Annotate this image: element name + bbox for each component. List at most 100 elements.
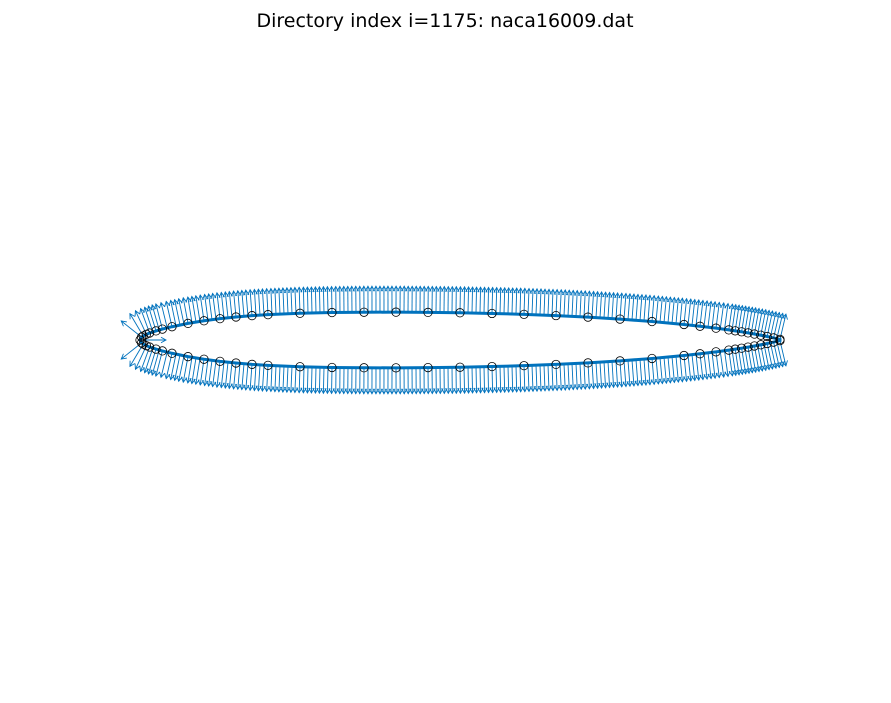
surface-point-marker	[647, 316, 657, 327]
normal-arrow	[218, 291, 225, 319]
surface-point-marker	[695, 321, 705, 331]
surface-point-marker	[736, 327, 747, 337]
surface-point-marker	[615, 356, 625, 366]
surface-point-marker	[711, 323, 721, 333]
normal-arrow	[300, 286, 307, 314]
surface-point-marker	[183, 318, 193, 328]
normal-arrow	[226, 362, 233, 390]
surface-point-marker	[183, 352, 193, 362]
surface-point-marker	[359, 363, 369, 373]
surface-point-marker	[487, 308, 497, 319]
surface-point-marker	[743, 328, 753, 338]
normal-arrow	[724, 350, 731, 378]
surface-point-marker	[743, 342, 753, 352]
surface-points	[135, 307, 785, 373]
surface-point-marker	[551, 310, 561, 321]
surface-point-marker	[730, 344, 740, 354]
surface-point-marker	[487, 361, 497, 372]
normal-arrow	[267, 287, 275, 315]
surface-point-marker	[231, 358, 241, 368]
surface-point-marker	[137, 332, 147, 342]
normal-arrow	[168, 299, 177, 326]
surface-point-marker	[391, 363, 401, 373]
normal-arrow	[172, 354, 181, 382]
surface-point-marker	[768, 333, 779, 343]
surface-point-marker	[615, 314, 625, 324]
surface-point-marker	[359, 307, 369, 317]
surface-point-marker	[215, 314, 225, 324]
normal-arrow	[687, 298, 694, 325]
surface-point-marker	[749, 341, 760, 351]
surface-point-marker	[768, 337, 779, 347]
surface-point-marker	[215, 356, 225, 366]
normal-arrow	[159, 301, 168, 329]
surface-point-marker	[199, 316, 209, 326]
surface-point-marker	[583, 312, 593, 322]
surface-point-marker	[327, 362, 337, 373]
normal-arrow	[176, 297, 185, 325]
surface-point-marker	[157, 346, 167, 356]
surface-point-marker	[423, 362, 433, 373]
surface-point-marker	[145, 342, 155, 352]
normal-arrow	[711, 352, 718, 380]
normal-arrow	[235, 289, 242, 317]
surface-point-marker	[263, 360, 273, 370]
normal-arrow	[719, 302, 727, 329]
plot-area	[120, 285, 788, 395]
surface-point-marker	[583, 358, 593, 368]
surface-point-marker	[391, 307, 401, 317]
surface-point-marker	[167, 322, 177, 332]
normal-arrow	[291, 366, 299, 394]
surface-point-marker	[749, 329, 760, 339]
surface-point-marker	[724, 325, 734, 335]
surface-point-marker	[263, 310, 273, 320]
surface-point-marker	[157, 324, 167, 334]
surface-point-marker	[151, 344, 161, 354]
surface-point-marker	[775, 335, 785, 346]
normal-arrow	[172, 298, 181, 326]
surface-point-marker	[327, 307, 337, 318]
normal-arrow	[210, 360, 217, 388]
surface-point-marker	[736, 343, 747, 353]
surface-point-marker	[231, 312, 241, 322]
normal-arrow	[168, 354, 177, 381]
normal-arrow	[678, 355, 686, 383]
chart-title: Directory index i=1175: naca16009.dat	[256, 10, 633, 32]
surface-point-marker	[519, 361, 529, 371]
surface-point-marker	[730, 326, 740, 336]
surface-point-marker	[551, 359, 561, 370]
surface-point-marker	[762, 338, 772, 349]
surface-point-marker	[756, 340, 766, 350]
surface-point-marker	[679, 319, 689, 330]
normal-arrow	[243, 363, 250, 391]
surface-point-marker	[151, 326, 161, 336]
normal-arrow	[654, 295, 662, 322]
normal-vectors	[120, 285, 788, 395]
surface-point-marker	[762, 331, 772, 342]
surface-point-marker	[679, 350, 689, 361]
normal-arrow	[719, 351, 727, 378]
normal-arrow	[724, 302, 731, 330]
surface-point-marker	[695, 349, 705, 359]
surface-point-marker	[295, 308, 305, 318]
surface-point-marker	[711, 347, 721, 357]
normal-arrow	[251, 288, 258, 316]
normal-arrow	[176, 355, 185, 383]
surface-point-marker	[167, 348, 177, 358]
surface-point-marker	[295, 362, 305, 372]
normal-arrow	[159, 351, 168, 379]
surface-point-marker	[423, 307, 433, 318]
surface-point-marker	[724, 345, 734, 355]
normal-arrow	[193, 358, 201, 386]
surface-point-marker	[756, 330, 766, 340]
normal-arrow	[202, 293, 209, 321]
surface-point-marker	[247, 311, 257, 321]
normal-arrow	[259, 365, 266, 392]
normal-arrow	[646, 358, 653, 386]
normal-arrow	[185, 296, 193, 323]
surface-point-marker	[519, 309, 529, 319]
surface-point-marker	[247, 359, 257, 369]
surface-point-marker	[455, 362, 465, 372]
surface-point-marker	[647, 353, 657, 364]
